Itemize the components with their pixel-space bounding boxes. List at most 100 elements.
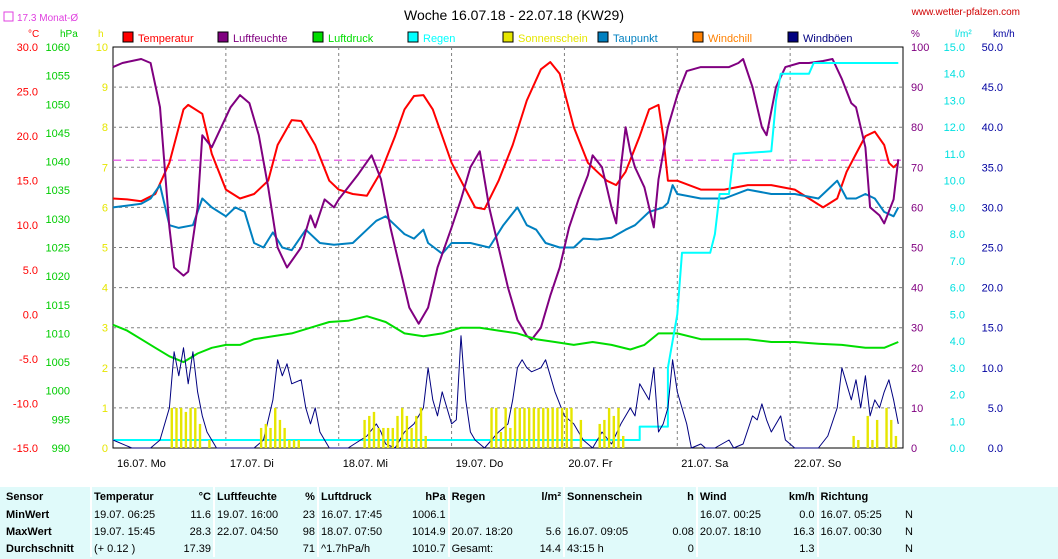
table-cell-value: 1006.1 — [411, 508, 446, 521]
sunshine-bar — [415, 415, 418, 448]
axis-unit-sun: h — [98, 29, 104, 40]
x-tick-label: 16.07. Mo — [117, 458, 166, 470]
y-tick-label-temp: 5.0 — [23, 265, 38, 277]
series-luftdruck — [112, 315, 899, 364]
table-header-unit: hPa — [425, 490, 446, 503]
y-tick-label-rain: 13.0 — [944, 95, 965, 107]
table-header-unit: km/h — [788, 490, 815, 503]
legend-label: Luftfeuchte — [233, 33, 287, 45]
table-header-cell: Wind — [695, 487, 780, 506]
y-tick-label-rain: 2.0 — [950, 390, 965, 402]
sunshine-bar — [560, 407, 564, 448]
table-cell-value — [664, 506, 697, 523]
y-tick-label-press: 995 — [52, 414, 70, 426]
sunshine-bar — [297, 439, 300, 448]
table-cell: 20.07. 18:10 — [695, 523, 780, 540]
y-tick-label-wind: 45.0 — [982, 82, 1003, 94]
y-tick-label-temp: 0.0 — [23, 309, 38, 321]
row-label: MaxWert — [6, 525, 52, 538]
site-link[interactable]: www.wetter-pfalzen.com — [911, 7, 1020, 18]
sunshine-bar — [565, 407, 568, 448]
table-cell-value: 1.3 — [799, 542, 815, 555]
y-tick-label-press: 990 — [52, 443, 70, 455]
sunshine-bar — [490, 407, 493, 448]
table-cell-value: 0.0 — [799, 508, 815, 521]
sunshine-bar — [424, 435, 427, 448]
sunshine-bar — [400, 407, 404, 448]
sunshine-bar — [622, 435, 625, 448]
table-cell — [212, 540, 297, 557]
y-tick-label-press: 1050 — [46, 99, 70, 111]
y-tick-label-hum: 50 — [911, 243, 923, 255]
table-header-unit: l/m² — [541, 490, 561, 503]
series-windboeen — [112, 335, 899, 449]
sunshine-bar — [198, 423, 202, 448]
y-tick-label-rain: 11.0 — [944, 149, 965, 161]
sunshine-bar — [551, 407, 554, 448]
y-tick-label-rain: 5.0 — [950, 309, 965, 321]
sunshine-bar — [194, 407, 197, 448]
sunshine-bar — [179, 407, 183, 448]
y-tick-label-wind: 40.0 — [982, 122, 1003, 134]
y-tick-label-sun: 9 — [102, 82, 108, 94]
y-tick-label-temp: 25.0 — [17, 87, 38, 99]
y-tick-label-rain: 6.0 — [950, 283, 965, 295]
table-cell-value: 1010.7 — [411, 542, 446, 555]
chart-title: Woche 16.07.18 - 22.07.18 (KW29) — [404, 7, 624, 23]
sunshine-bar — [499, 431, 503, 448]
sunshine-bar — [363, 419, 366, 448]
sunshine-bar — [857, 439, 860, 448]
sunshine-bar — [875, 419, 879, 448]
sunshine-bar — [612, 415, 616, 448]
table-body: MinWert 19.07. 06:25 11.6 19.07. 16:00 23 16.… — [0, 506, 915, 557]
row-label: MinWert — [6, 508, 50, 521]
y-tick-label-sun: 8 — [102, 122, 108, 134]
x-tick-label: 17.07. Di — [230, 458, 274, 470]
sunshine-bar — [184, 411, 188, 448]
table-cell — [447, 506, 532, 523]
table-header-cell: Luftfeuchte — [212, 487, 297, 506]
y-tick-label-hum: 60 — [911, 202, 923, 214]
sunshine-bar — [386, 427, 390, 448]
sunshine-bar — [607, 407, 611, 448]
sunshine-bar — [208, 439, 211, 448]
y-tick-label-rain: 1.0 — [950, 416, 965, 428]
sunshine-bar — [513, 407, 517, 448]
sunshine-bar — [527, 407, 531, 448]
table-cell: 22.07. 04:50 — [212, 523, 297, 540]
sunshine-bar — [866, 415, 869, 448]
sunshine-bar — [278, 419, 282, 448]
axes: 16.07. Mo 17.07. Di 18.07. Mi 19.07. Do 20.0… — [13, 29, 1015, 470]
y-tick-label-temp: -5.0 — [19, 354, 38, 366]
y-tick-label-temp: -15.0 — [13, 443, 38, 455]
y-tick-label-press: 1020 — [46, 271, 70, 283]
sunshine-bar — [175, 407, 178, 448]
table-cell — [816, 540, 901, 557]
table-header-cell: Sensor — [6, 490, 44, 503]
sunshine-bar — [274, 407, 277, 448]
legend: Temperatur Luftfeuchte Luftdruck Regen Sonne… — [122, 31, 853, 45]
sunshine-bar — [518, 407, 521, 448]
table-cell: 16.07. 05:25 — [816, 506, 901, 523]
table-cell-value: 0 — [687, 542, 694, 555]
table-cell-value: 5.6 — [545, 525, 561, 538]
y-tick-label-hum: 90 — [911, 82, 923, 94]
sunshine-bar — [617, 407, 620, 448]
y-tick-label-rain: 10.0 — [944, 176, 965, 188]
legend-swatch — [312, 31, 324, 43]
legend-swatch — [692, 31, 704, 43]
table-cell — [562, 506, 664, 523]
y-tick-label-sun: 0 — [102, 443, 108, 455]
x-tick-label: 20.07. Fr — [568, 458, 612, 470]
y-tick-label-hum: 30 — [911, 323, 923, 335]
legend-label: Luftdruck — [328, 33, 374, 45]
month-avg-label: 17.3 Monat-Ø — [17, 13, 78, 24]
y-tick-label-press: 1040 — [46, 157, 70, 169]
sunshine-bar — [368, 415, 371, 448]
y-tick-label-hum: 10 — [911, 403, 923, 415]
y-tick-label-sun: 7 — [102, 162, 108, 174]
sunshine-bar — [570, 407, 573, 448]
axis-unit-hum: % — [911, 29, 920, 40]
x-tick-label: 19.07. Do — [456, 458, 504, 470]
y-tick-label-sun: 6 — [102, 202, 108, 214]
